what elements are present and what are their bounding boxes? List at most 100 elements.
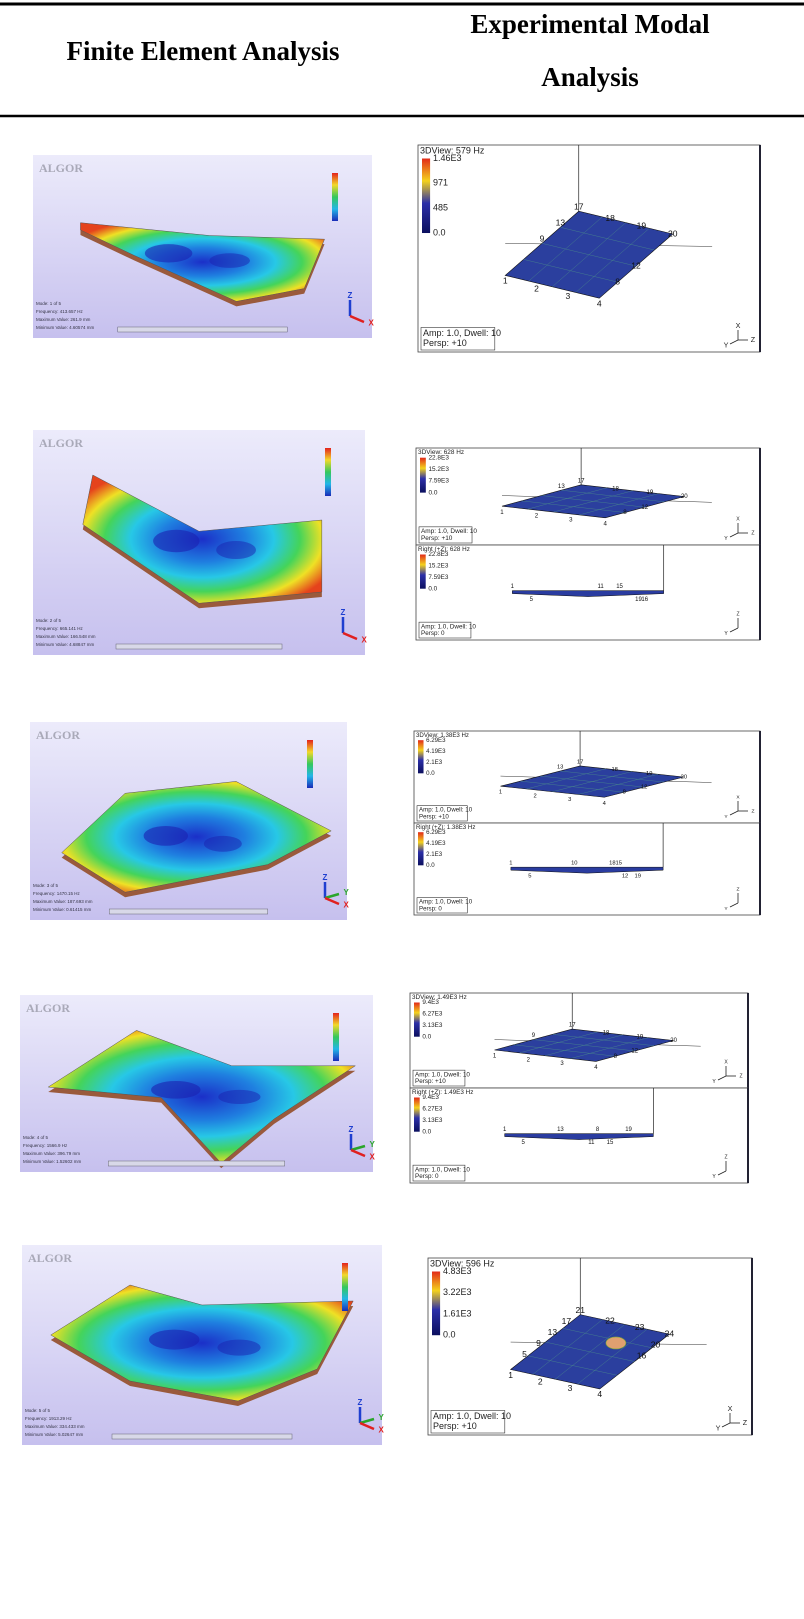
node-label: 20: [681, 775, 687, 781]
view-title: 3DView: 1.49E3 Hz: [412, 994, 467, 1001]
fea-info: Minimum Value: 1.52602 mm: [23, 1159, 81, 1164]
fea-info: Frequency: 665.141 Hz: [36, 626, 84, 631]
node-label: 9: [536, 1338, 541, 1348]
stress-spot: [209, 253, 250, 268]
node-label: 1: [509, 861, 512, 867]
legend-label: 1.61E3: [443, 1308, 472, 1318]
node-label: 5: [522, 1349, 527, 1359]
ema-legend: [420, 555, 426, 589]
node-label: 19: [646, 771, 652, 777]
fea-info: Minimum Value: 5.02647 mm: [25, 1432, 83, 1437]
axis-label: X: [369, 319, 375, 328]
fea-info: Maximum Value: 187.693 mm: [33, 899, 93, 904]
node-label: 19: [637, 221, 647, 231]
axis-label: X: [362, 636, 368, 645]
node-label: 9: [540, 234, 545, 244]
fea-info: Mode: 4 of 5: [23, 1135, 49, 1140]
node-label: 12: [622, 874, 628, 880]
node-label: 13: [557, 765, 563, 771]
node-label: 18: [611, 767, 617, 773]
amp-text: Amp: 1.0, Dwell: 10: [421, 528, 477, 535]
fea-info: Mode: 1 of 5: [36, 301, 62, 306]
node-label: 13: [548, 1327, 558, 1337]
scale-bar: [116, 644, 282, 649]
node-label: 2: [533, 793, 536, 799]
persp-text: Persp: +10: [423, 338, 467, 348]
legend-label: 0.0: [422, 1128, 431, 1135]
amp-text: Amp: 1.0, Dwell: 10: [415, 1166, 470, 1173]
node-label: 18: [603, 1030, 610, 1036]
triad-label: Y: [716, 1424, 721, 1433]
axis-label: Y: [344, 888, 350, 897]
axis-label: Z: [348, 291, 353, 300]
node-label: 3: [568, 797, 571, 803]
page: {"header": {"left": "Finite Element Anal…: [0, 0, 804, 1619]
view-title: Right (+Z): 1.38E3 Hz: [416, 824, 475, 831]
legend-label: 0.0: [428, 585, 437, 592]
node-label: 1: [503, 276, 508, 286]
ema-legend: [418, 740, 424, 773]
legend-label: 0.0: [433, 227, 446, 237]
axis-label: Z: [349, 1125, 354, 1134]
node-label: 22: [605, 1315, 615, 1325]
legend-label: 3.13E3: [422, 1117, 443, 1124]
triad-label: X: [728, 1404, 733, 1413]
axis-label: Z: [323, 873, 328, 882]
fea-info: Frequency: 1913.29 Hz: [25, 1416, 73, 1421]
stress-spot: [144, 826, 188, 846]
header-left: Finite Element Analysis: [66, 36, 339, 66]
node-label: 13: [556, 218, 566, 228]
triad-label: Z: [751, 530, 754, 536]
triad-label: Y: [724, 341, 729, 350]
node-label: 16: [641, 597, 648, 603]
fea-info: Frequency: 1566.9 Hz: [23, 1143, 68, 1148]
axis-label: X: [344, 901, 350, 910]
legend-label: 6.27E3: [422, 1011, 443, 1018]
node-label: 12: [641, 785, 647, 791]
amp-text: Amp: 1.0, Dwell: 10: [433, 1411, 511, 1421]
fea-info: Maximum Value: 334.433 mm: [25, 1424, 85, 1429]
triad-label: Z: [752, 808, 755, 814]
fea-info: Frequency: 413.657 Hz: [36, 309, 84, 314]
axis-label: Z: [358, 1398, 363, 1407]
axis-label: Y: [379, 1413, 385, 1422]
color-legend: [342, 1263, 348, 1311]
stress-spot: [217, 1340, 260, 1356]
node-label: 23: [635, 1322, 645, 1332]
legend-label: 1.46E3: [433, 153, 462, 163]
logo: ALGOR: [28, 1251, 72, 1265]
fea-info: Mode: 2 of 5: [36, 618, 62, 623]
node-label: 17: [562, 1316, 572, 1326]
scale-bar: [118, 327, 288, 332]
stress-spot: [149, 1330, 199, 1350]
axis-label: Z: [341, 608, 346, 617]
legend-label: 3.13E3: [422, 1022, 443, 1029]
persp-text: Persp: 0: [419, 905, 442, 912]
node-label: 21: [576, 1305, 586, 1315]
node-label: 15: [615, 861, 621, 867]
legend-label: 15.2E3: [428, 466, 449, 473]
node-label: 2: [538, 1376, 543, 1386]
node-label: 11: [597, 584, 604, 590]
node-label: 19: [647, 489, 654, 496]
scale-bar: [112, 1434, 292, 1439]
node-label: 10: [571, 861, 577, 867]
header-right: Experimental Modal: [470, 9, 710, 39]
node-label: 20: [681, 493, 688, 500]
view-title: Right (+Z): 1.49E3 Hz: [412, 1089, 473, 1096]
legend-label: 2.1E3: [426, 851, 443, 858]
legend-label: 9.4E3: [422, 999, 439, 1006]
node-label: 8: [623, 790, 626, 796]
ema-legend: [414, 1098, 420, 1132]
fea-info: Minimum Value: 0.61415 mm: [33, 907, 91, 912]
persp-text: Persp: +10: [421, 535, 453, 542]
document: Finite Element Analysis Experimental Mod…: [0, 0, 804, 1619]
axis-label: X: [370, 1153, 376, 1162]
legend-label: 15.2E3: [428, 563, 449, 570]
amp-text: Amp: 1.0, Dwell: 10: [421, 623, 476, 630]
legend-label: 6.29E3: [426, 737, 446, 744]
node-label: 1: [500, 509, 504, 516]
node-label: 13: [558, 483, 565, 490]
logo: ALGOR: [36, 728, 80, 742]
node-label: 4: [597, 298, 602, 308]
